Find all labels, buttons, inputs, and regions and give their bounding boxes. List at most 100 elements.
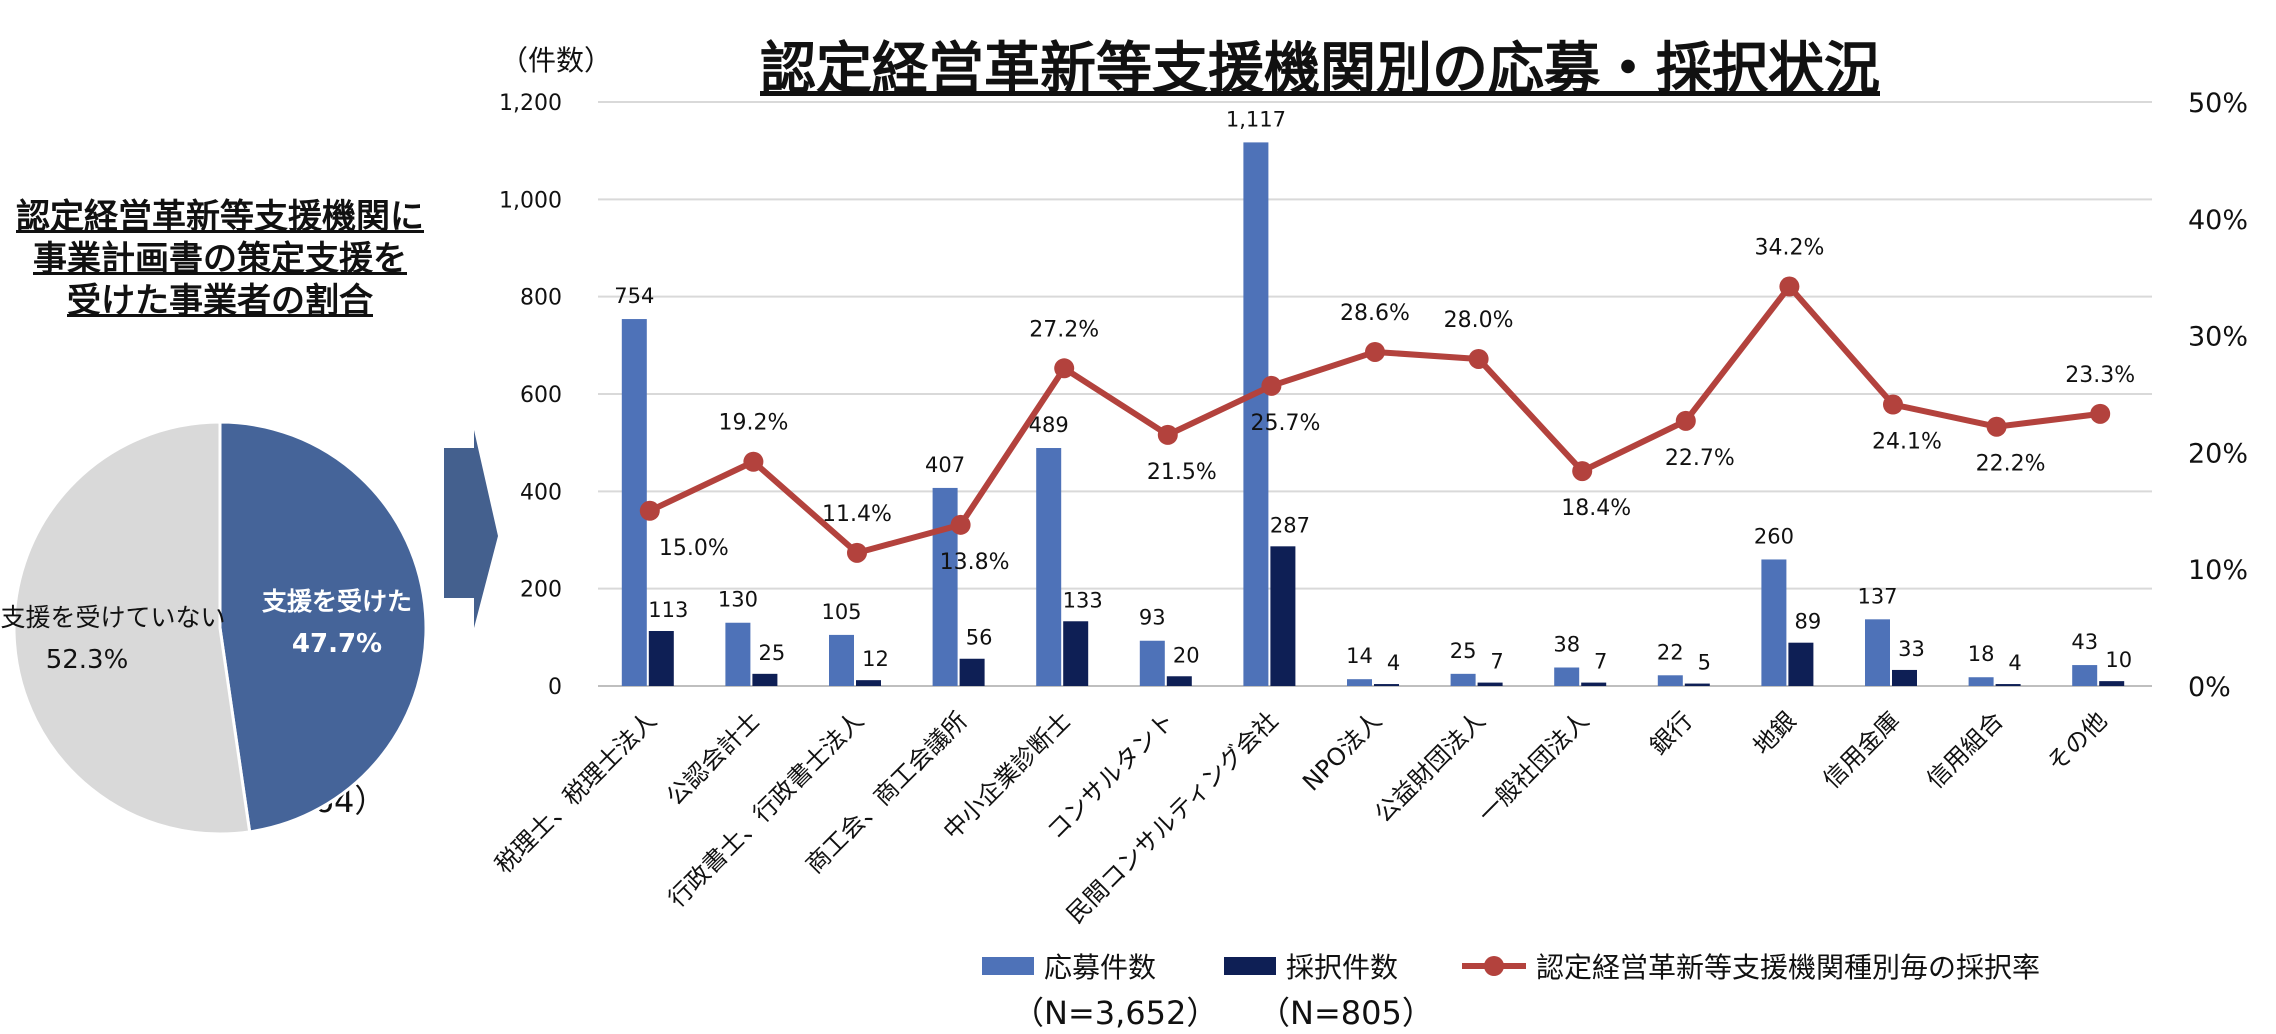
x-tick-label: 一般社団法人 (1473, 706, 1595, 828)
rate-label: 19.2% (718, 411, 788, 436)
bar-applications-label: 22 (1657, 640, 1684, 664)
rate-label: 27.2% (1029, 317, 1099, 342)
pie-chart: 支援を受けた 47.7% 支援を受けていない 52.3% (0, 420, 428, 836)
legend: 応募件数 採択件数 認定経営革新等支援機関種別毎の採択率 (982, 951, 2040, 984)
rate-label: 21.5% (1147, 460, 1217, 485)
legend-label-applications: 応募件数 (1044, 951, 1156, 984)
rate-label: 34.2% (1754, 236, 1824, 261)
legend-swatch-adopted (1224, 957, 1276, 975)
bar-applications-label: 754 (614, 284, 654, 308)
gridlines (598, 101, 2152, 687)
bar-applications-label: 130 (718, 588, 758, 612)
bar-applications-label: 407 (925, 453, 965, 477)
rate-label: 25.7% (1250, 411, 1320, 436)
y-tick-label: 200 (520, 578, 562, 603)
y-tick-label: 600 (520, 383, 562, 408)
y-tick-label: 1,200 (499, 91, 562, 116)
bar-adopted-label: 56 (966, 626, 993, 650)
y2-tick-label: 40% (2188, 205, 2248, 236)
rate-point (639, 500, 660, 521)
y2-tick-label: 0% (2188, 672, 2231, 703)
bar-adopted-label: 7 (1490, 650, 1503, 674)
bar-applications (1036, 448, 1062, 686)
bar-applications (829, 634, 854, 686)
bar-adopted (1995, 684, 2021, 686)
rate-point (1261, 375, 1282, 396)
legend-label-rate: 認定経営革新等支援機関種別毎の採択率 (1536, 951, 2040, 984)
legend-swatch-applications (982, 957, 1034, 975)
bar-adopted-label: 33 (1898, 637, 1925, 661)
y-tick-label: 1,000 (499, 188, 562, 213)
rate-point (1157, 424, 1178, 445)
rate-label: 11.4% (822, 502, 892, 527)
rate-point (1572, 461, 1593, 482)
bar-applications-label: 137 (1857, 584, 1897, 608)
rate-point (950, 514, 971, 535)
bar-applications-label: 489 (1029, 413, 1069, 437)
pie-title-line-3: 受けた事業者の割合 (67, 281, 373, 321)
y2-tick-label: 10% (2188, 555, 2248, 586)
pie-slice-value-0: 47.7% (292, 629, 382, 659)
bar-adopted (648, 631, 674, 686)
bar-adopted-label: 133 (1063, 588, 1103, 612)
rate-point (1779, 276, 1800, 297)
bar-adopted (1270, 546, 1296, 686)
bar-adopted-label: 10 (2105, 648, 2132, 672)
rate-point (1986, 416, 2007, 437)
bar-applications (1657, 675, 1683, 686)
bar-adopted (1063, 621, 1089, 686)
bar-adopted-label: 20 (1173, 643, 1200, 667)
x-tick-label: 公認会計士 (661, 706, 766, 811)
bar-applications (1347, 679, 1372, 686)
bar-adopted-label: 287 (1270, 513, 1310, 537)
legend-label-adopted: 採択件数 (1286, 951, 1398, 984)
y2-tick-label: 20% (2188, 438, 2248, 469)
bar-applications (1968, 677, 1994, 686)
bar-applications (1554, 667, 1580, 686)
rate-point (847, 542, 867, 563)
rate-point (2090, 403, 2111, 424)
rate-point (1365, 341, 1385, 362)
bar-adopted (1581, 682, 1607, 686)
bar-applications-label: 38 (1553, 633, 1580, 657)
bar-adopted (1684, 683, 1710, 686)
x-tick-label: その他 (2042, 706, 2113, 777)
x-tick-label: 地銀 (1748, 706, 1802, 760)
pie-title-line-1: 認定経営革新等支援機関に (16, 197, 424, 237)
bar-applications-label: 43 (2071, 630, 2098, 654)
bar-adopted (2099, 681, 2125, 686)
legend-adopted-n: （N=805） (1258, 994, 1434, 1032)
rate-label: 28.0% (1444, 308, 1514, 333)
axes: 0 200 400 600 800 1,000 1,200 0% 10% 20% 30% 40% 50%… (490, 44, 2249, 929)
legend-marker-rate (1484, 956, 1504, 976)
rate-point (1468, 348, 1489, 369)
bar-applications-label: 93 (1139, 606, 1166, 630)
bar-adopted (1477, 682, 1503, 686)
bar-applications (1243, 142, 1269, 687)
pie-title: 認定経営革新等支援機関に 事業計画書の策定支援を 受けた事業者の割合 (0, 196, 440, 322)
bar-adopted-label: 5 (1698, 651, 1711, 675)
bar-adopted (1892, 669, 1917, 686)
bar-applications-label: 18 (1968, 642, 1995, 666)
bar-adopted (1374, 684, 1399, 686)
bar-applications (725, 622, 751, 686)
rate-label: 18.4% (1561, 496, 1631, 521)
y-tick-label: 400 (520, 480, 562, 505)
y-tick-label: 0 (548, 675, 562, 700)
x-tick-label: 公益財団法人 (1369, 706, 1491, 828)
bar-adopted (959, 658, 985, 686)
bar-adopted-label: 25 (759, 641, 786, 665)
bar-applications (621, 319, 647, 686)
bar-adopted-label: 12 (862, 647, 889, 671)
bar-applications-label: 105 (821, 600, 861, 624)
rate-point (1054, 358, 1075, 379)
bar-adopted (752, 673, 778, 686)
y2-tick-label: 50% (2188, 88, 2248, 119)
bar-adopted (1166, 676, 1192, 686)
x-tick-label: 信用金庫 (1818, 706, 1906, 794)
rate-label: 23.3% (2065, 363, 2135, 388)
rate-label: 15.0% (659, 536, 729, 561)
pie-slice-label-1: 支援を受けていない (0, 603, 225, 632)
